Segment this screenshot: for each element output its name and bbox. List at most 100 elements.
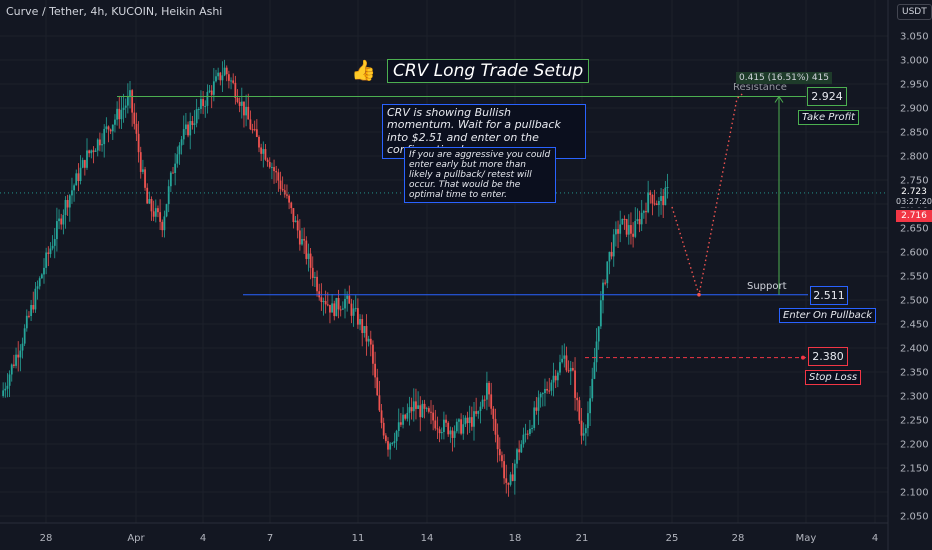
- candle-body: [344, 298, 346, 309]
- candle-body: [559, 362, 561, 373]
- candle-body: [45, 252, 48, 268]
- candle-body: [481, 399, 484, 407]
- candle-body: [172, 172, 174, 174]
- candle-body: [271, 167, 273, 169]
- y-tick-label: 2.850: [900, 128, 929, 139]
- candle-body: [79, 167, 82, 182]
- candle-body: [634, 220, 637, 237]
- candle-body: [408, 407, 411, 413]
- candle-body: [8, 374, 11, 386]
- candle-body: [202, 99, 204, 106]
- candle-body: [404, 414, 407, 419]
- candle-body: [447, 422, 450, 435]
- candle-body: [124, 105, 127, 108]
- y-tick-label: 2.300: [900, 392, 929, 403]
- candle-body: [204, 105, 207, 107]
- candle-body: [135, 123, 138, 134]
- x-tick-label: May: [796, 533, 817, 544]
- candle-body: [309, 253, 312, 268]
- candle-body: [144, 169, 146, 188]
- candle-body: [169, 172, 172, 187]
- candle-body: [71, 190, 73, 196]
- candle-body: [320, 297, 323, 302]
- y-tick-label: 2.150: [900, 464, 929, 475]
- y-tick-label: 2.100: [900, 488, 929, 499]
- candle-body: [578, 400, 581, 421]
- candle-body: [475, 411, 478, 414]
- candle-body: [243, 101, 245, 116]
- candle-body: [477, 410, 480, 414]
- candle-body: [56, 221, 58, 240]
- candle-body: [19, 350, 22, 358]
- candle-body: [473, 411, 475, 427]
- take-profit-price[interactable]: 2.924: [807, 87, 847, 106]
- projection-point: [697, 292, 701, 297]
- x-tick-label: 28: [732, 533, 745, 544]
- candle-body: [623, 218, 626, 220]
- y-tick-label: 2.600: [900, 248, 929, 259]
- candle-body: [537, 397, 540, 411]
- candle-body: [395, 431, 398, 442]
- candle-body: [490, 394, 493, 409]
- candle-body: [546, 388, 548, 391]
- candle-body: [103, 128, 106, 145]
- candle-body: [455, 421, 458, 432]
- candle-body: [212, 81, 215, 95]
- x-tick-label: 21: [576, 533, 589, 544]
- candle-body: [178, 145, 181, 155]
- x-tick-label: 4: [200, 533, 206, 544]
- candle-body: [40, 274, 43, 279]
- candle-body: [157, 208, 159, 213]
- candle-body: [58, 218, 60, 222]
- candle-body: [197, 108, 200, 110]
- candle-body: [574, 370, 576, 398]
- candle-body: [200, 99, 202, 109]
- candle-body: [34, 288, 37, 310]
- candle-body: [21, 343, 24, 351]
- candle-body: [651, 194, 654, 204]
- y-tick-label: 2.550: [900, 272, 929, 283]
- candle-body: [81, 160, 84, 168]
- candle-body: [608, 251, 611, 262]
- candle-body: [258, 136, 260, 148]
- stop-loss-price[interactable]: 2.380: [808, 347, 848, 366]
- candle-body: [53, 239, 56, 246]
- candle-body: [49, 248, 52, 254]
- candle-body: [303, 239, 306, 241]
- candle-body: [526, 433, 529, 435]
- candle-body: [595, 341, 598, 363]
- candle-body: [658, 200, 660, 206]
- y-tick-label: 2.650: [900, 224, 929, 235]
- candle-body: [664, 187, 667, 206]
- candle-body: [539, 393, 542, 398]
- candle-body: [10, 364, 13, 375]
- currency-badge[interactable]: USDT: [897, 4, 932, 20]
- candle-body: [363, 326, 366, 334]
- candle-body: [331, 303, 333, 313]
- candle-body: [470, 417, 473, 427]
- candle-body: [593, 362, 596, 379]
- candle-body: [193, 123, 196, 125]
- candle-body: [234, 82, 237, 98]
- candle-body: [516, 449, 518, 464]
- candle-body: [150, 199, 153, 212]
- y-tick-label: 2.950: [900, 80, 929, 91]
- candle-body: [311, 267, 314, 278]
- candle-body: [290, 202, 293, 209]
- candle-body: [464, 417, 467, 425]
- candle-body: [397, 422, 400, 432]
- candle-body: [339, 309, 342, 311]
- candle-body: [436, 428, 439, 430]
- candle-body: [298, 230, 301, 245]
- candle-body: [430, 411, 432, 413]
- candle-body: [43, 267, 45, 275]
- candle-body: [492, 408, 495, 419]
- candle-body: [374, 363, 376, 378]
- prev-price-tag: 2.716: [896, 210, 932, 222]
- candle-body: [94, 150, 97, 152]
- candle-body: [636, 219, 639, 221]
- candle-body: [316, 276, 318, 292]
- candle-body: [329, 304, 331, 313]
- entry-price[interactable]: 2.511: [810, 286, 848, 305]
